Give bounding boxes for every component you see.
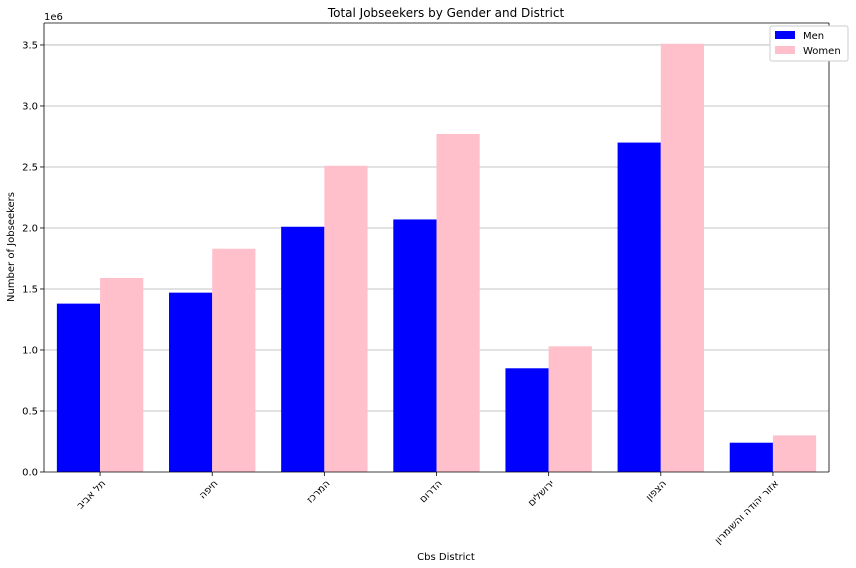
chart-title: Total Jobseekers by Gender and District <box>327 6 565 20</box>
bar-women-7 <box>772 435 817 472</box>
y-tick-label: 2.0 <box>22 223 38 234</box>
legend-swatch-women <box>775 46 795 54</box>
bar-men-7 <box>729 442 773 472</box>
bar-women-4 <box>436 134 480 472</box>
legend-label-men: Men <box>803 31 824 42</box>
bar-men-2 <box>169 292 213 472</box>
y-tick-label: 1.0 <box>22 345 38 356</box>
y-tick-label: 3.5 <box>22 40 38 51</box>
bar-men-1 <box>56 303 101 472</box>
y-axis-title: Number of Jobseekers <box>6 192 17 302</box>
bar-men-6 <box>617 142 661 472</box>
y-tick-label: 2.5 <box>22 162 38 173</box>
legend-label-women: Women <box>803 46 841 57</box>
bars-layer <box>56 43 817 472</box>
y-axis-offset-label: 1e6 <box>44 12 63 23</box>
bar-women-5 <box>548 346 592 472</box>
bar-men-3 <box>281 226 325 472</box>
y-tick-label: 3.0 <box>22 101 38 112</box>
bar-men-4 <box>393 219 437 472</box>
y-tick-label: 0.5 <box>22 406 38 417</box>
legend: Men Women <box>769 25 849 62</box>
bar-women-3 <box>324 165 368 472</box>
bar-women-2 <box>212 248 256 472</box>
bar-men-5 <box>505 368 549 472</box>
bar-women-6 <box>660 43 704 472</box>
bar-women-1 <box>100 278 144 472</box>
legend-swatch-men <box>775 31 795 39</box>
y-tick-label: 0.0 <box>22 468 38 479</box>
y-tick-label: 1.5 <box>22 284 38 295</box>
x-axis-title: Cbs District <box>417 552 475 563</box>
